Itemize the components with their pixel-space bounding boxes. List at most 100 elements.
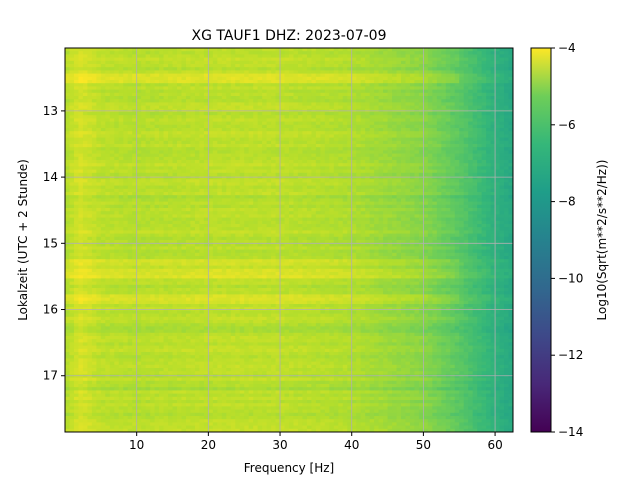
heatmap-cell xyxy=(459,121,465,126)
heatmap-cell xyxy=(136,182,142,187)
heatmap-cell xyxy=(253,140,259,145)
heatmap-cell xyxy=(401,134,407,139)
heatmap-cell xyxy=(454,131,460,135)
heatmap-cell xyxy=(163,176,169,180)
heatmap-cell xyxy=(347,112,353,116)
heatmap-cell xyxy=(369,128,375,132)
heatmap-cell xyxy=(280,80,286,84)
heatmap-cell xyxy=(378,156,384,161)
heatmap-cell xyxy=(248,89,254,94)
heatmap-cell xyxy=(203,57,209,62)
heatmap-cell xyxy=(454,179,460,183)
heatmap-cell xyxy=(73,166,80,171)
heatmap-cell xyxy=(114,176,120,180)
heatmap-cell xyxy=(383,54,389,59)
heatmap-cell xyxy=(82,144,88,148)
heatmap-cell xyxy=(338,54,344,59)
heatmap-cell xyxy=(127,172,133,177)
heatmap-cell xyxy=(275,70,281,75)
heatmap-cell xyxy=(154,169,160,174)
heatmap-cell xyxy=(302,195,308,199)
heatmap-cell xyxy=(194,83,200,87)
heatmap-cell xyxy=(432,188,438,193)
heatmap-cell xyxy=(459,137,465,142)
heatmap-cell xyxy=(154,147,160,151)
heatmap-cell xyxy=(333,57,339,62)
heatmap-cell xyxy=(409,115,416,119)
heatmap-cell xyxy=(445,182,451,187)
heatmap-cell xyxy=(445,166,451,171)
heatmap-cell xyxy=(185,201,192,206)
heatmap-cell xyxy=(436,147,442,151)
heatmap-cell xyxy=(82,80,88,84)
heatmap-cell xyxy=(378,48,384,52)
heatmap-cell xyxy=(127,54,133,59)
heatmap-cell xyxy=(271,54,277,59)
heatmap-cell xyxy=(172,70,178,75)
heatmap-cell xyxy=(194,51,200,55)
heatmap-cell xyxy=(154,201,160,206)
heatmap-cell xyxy=(356,67,362,71)
heatmap-cell xyxy=(436,166,442,171)
heatmap-cell xyxy=(190,182,196,187)
heatmap-cell xyxy=(365,70,371,75)
heatmap-cell xyxy=(311,204,317,209)
heatmap-cell xyxy=(181,83,187,87)
heatmap-cell xyxy=(360,76,366,81)
heatmap-cell xyxy=(159,76,165,81)
heatmap-cell xyxy=(136,153,142,158)
heatmap-cell xyxy=(297,64,304,68)
heatmap-cell xyxy=(203,198,209,203)
heatmap-cell xyxy=(441,70,447,75)
heatmap-cell xyxy=(392,67,398,71)
heatmap-cell xyxy=(454,156,460,161)
heatmap-cell xyxy=(145,89,151,94)
heatmap-cell xyxy=(73,96,80,100)
heatmap-cell xyxy=(105,153,111,158)
heatmap-cell xyxy=(338,67,344,71)
heatmap-cell xyxy=(141,144,147,148)
heatmap-cell xyxy=(181,92,187,97)
heatmap-cell xyxy=(221,131,227,135)
heatmap-cell xyxy=(472,169,478,174)
heatmap-cell xyxy=(181,86,187,91)
heatmap-cell xyxy=(154,86,160,91)
heatmap-cell xyxy=(190,86,196,91)
heatmap-cell xyxy=(499,86,505,91)
heatmap-cell xyxy=(159,182,165,187)
heatmap-cell xyxy=(423,179,429,183)
heatmap-cell xyxy=(450,48,456,52)
heatmap-cell xyxy=(369,92,375,97)
heatmap-cell xyxy=(423,57,429,62)
heatmap-cell xyxy=(356,86,362,91)
heatmap-cell xyxy=(69,156,75,161)
heatmap-cell xyxy=(105,115,111,119)
heatmap-cell xyxy=(351,188,357,193)
heatmap-cell xyxy=(504,201,510,206)
heatmap-cell xyxy=(217,64,223,68)
heatmap-cell xyxy=(378,169,384,174)
heatmap-cell xyxy=(423,64,429,68)
heatmap-cell xyxy=(217,48,223,52)
heatmap-cell xyxy=(481,192,487,196)
heatmap-cell xyxy=(226,144,232,148)
heatmap-cell xyxy=(342,128,348,132)
heatmap-cell xyxy=(280,172,286,177)
heatmap-cell xyxy=(445,169,451,174)
heatmap-cell xyxy=(392,96,398,100)
heatmap-cell xyxy=(369,182,375,187)
heatmap-cell xyxy=(450,115,456,119)
heatmap-cell xyxy=(450,99,456,103)
heatmap-cell xyxy=(141,150,147,155)
heatmap-cell xyxy=(441,80,447,84)
heatmap-cell xyxy=(127,57,133,62)
heatmap-cell xyxy=(199,201,205,206)
heatmap-cell xyxy=(190,166,196,171)
heatmap-cell xyxy=(427,163,433,167)
heatmap-cell xyxy=(266,185,272,190)
heatmap-cell xyxy=(418,51,424,55)
heatmap-cell xyxy=(257,64,263,68)
heatmap-cell xyxy=(311,102,317,107)
heatmap-cell xyxy=(96,147,102,151)
heatmap-cell xyxy=(78,179,84,183)
